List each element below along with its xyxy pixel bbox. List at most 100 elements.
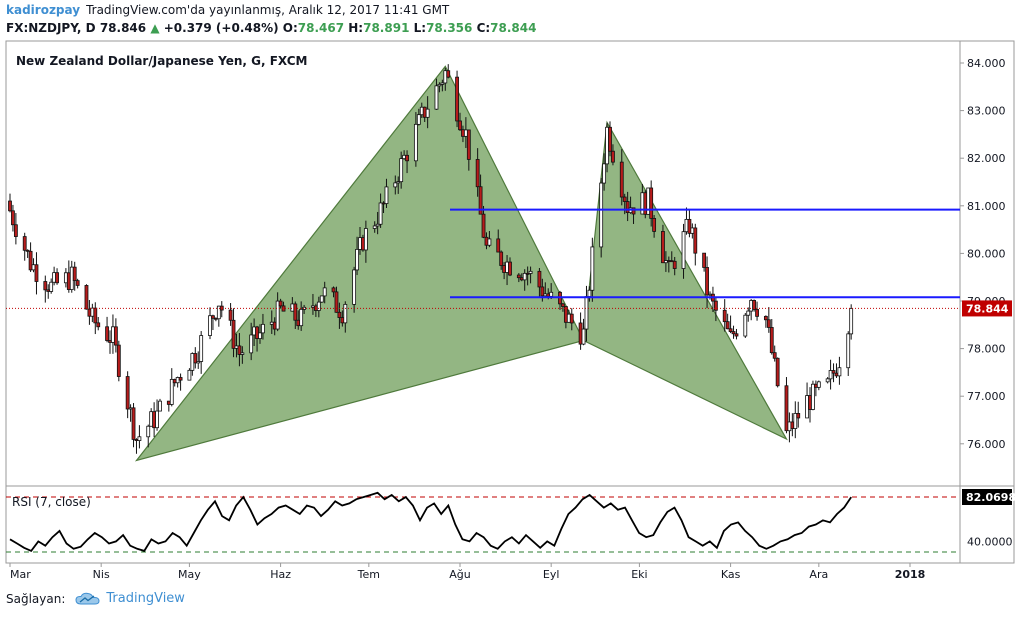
candle-down [784,385,789,432]
candle-down [728,328,733,332]
candle-down [561,303,565,307]
candle-down [722,309,727,323]
candle-up [49,281,54,292]
candle-down [705,267,709,296]
candle-up [396,181,401,184]
candle-up [440,82,445,85]
rsi-title: RSI (7, close) [12,495,91,509]
candle-up [384,186,389,204]
candle-down [96,322,101,328]
high-value: 78.891 [363,21,410,35]
candle-down [405,154,409,162]
candle-down [540,286,545,297]
candle-up [746,310,751,316]
candle-up [528,270,533,274]
price-axis[interactable]: 84.00083.00082.00081.00080.00079.00078.0… [960,57,1012,451]
candle-up [302,306,307,310]
candle-down [766,319,771,328]
time-tick-label: Kas [721,568,741,581]
candle-down [43,281,48,291]
candle-up [299,308,304,327]
time-axis[interactable]: Mar Nis May Haz Tem Ağu Eyl Eki Kas Ara 2018 [9,563,926,581]
candle-down [481,213,486,238]
candle-up [343,303,348,324]
low-label: L: [413,21,427,35]
candle-up [425,108,430,118]
candle-down [458,120,462,131]
time-tick-label: Tem [357,568,380,581]
candle-up [743,314,748,337]
rsi-line [9,491,852,553]
candle-up [587,289,592,297]
candle-up [322,287,327,297]
candle-up [378,202,383,225]
candle-up [146,425,151,438]
time-tick-label: Nis [93,568,110,581]
candle-up [825,378,830,383]
candle-up [413,123,418,162]
time-tick-label: Eki [631,568,647,581]
username-link[interactable]: kadirozpay [6,3,81,17]
candle-up [258,332,262,340]
candle-down [475,159,480,188]
candle-up [849,308,854,335]
candle-up [602,163,607,184]
candle-down [116,344,121,377]
candle-up [590,246,595,291]
candle-down [796,413,801,419]
candle-down [331,287,336,293]
candle-up [399,158,404,183]
rsi-current-badge [962,489,1012,505]
candle-up [487,238,492,246]
candle-down [334,291,339,313]
last-price: 78.846 [99,21,147,35]
candle-up [584,296,589,330]
price-change: +0.379 (+0.48%) [163,21,279,35]
candle-down [693,227,698,254]
candle-down [25,249,30,252]
candle-down [702,252,707,268]
candle-down [84,285,89,310]
price-tick-label: 76.000 [967,438,1006,451]
rsi-current-label: 82.0698 [966,491,1016,504]
candle-up [199,335,204,362]
price-tick-label: 80.000 [967,247,1006,260]
symbol-label: FX:NZDJPY, D [6,21,96,35]
candle-down [466,129,471,160]
time-tick-label: 2018 [895,568,926,581]
candle-up [793,413,798,429]
candle-down [734,333,739,337]
candle-down [11,210,15,226]
pattern-triangle-bcd [582,120,788,441]
candle-up [187,369,192,381]
horizontal-levels[interactable] [6,208,960,309]
candle-down [625,201,630,214]
candle-up [416,114,421,125]
candle-down [499,251,504,266]
ohlc-line: FX:NZDJPY, D 78.846 ▲ +0.379 (+0.48%) O:… [6,21,536,35]
candle-up [522,272,527,281]
candle-down [569,313,574,324]
candle-down [672,260,677,269]
candle-up [355,248,359,271]
candle-up [158,400,162,412]
candle-down [237,345,242,355]
close-label: C: [476,21,491,35]
current-price-badge [962,300,1012,317]
candle-down [278,300,283,307]
tradingview-logo[interactable]: TradingView [75,591,185,606]
time-tick-label: Ara [809,568,828,581]
candle-down [28,250,33,271]
price-tick-label: 81.000 [967,200,1006,213]
candle-down [661,231,665,264]
candle-down [611,150,615,163]
footer: Sağlayan: TradingView [6,591,185,606]
candle-down [537,270,542,288]
time-tick-label: Ağu [449,568,470,581]
candle-down [755,309,759,317]
harmonic-pattern[interactable] [134,65,788,462]
price-chart[interactable]: 84.00083.00082.00081.00080.00079.00078.0… [0,40,1020,585]
candle-up [249,334,254,354]
candle-up [837,367,842,377]
candle-down [455,76,459,122]
